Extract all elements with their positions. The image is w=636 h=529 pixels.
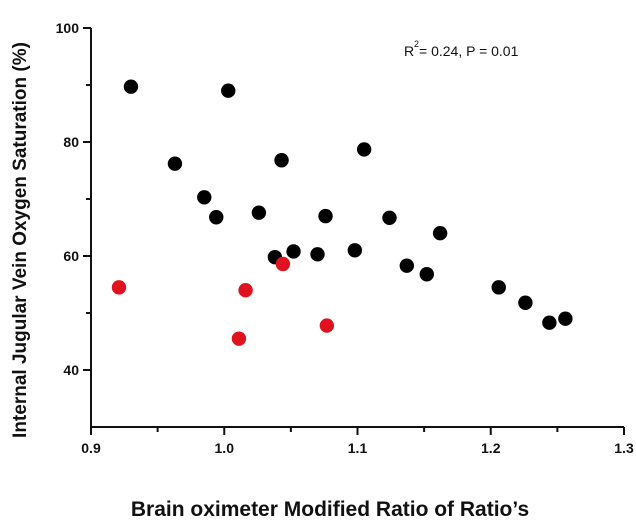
data-point-red: [111, 280, 127, 295]
data-point-black: [382, 210, 397, 226]
data-point-black: [286, 244, 301, 259]
data-point-black: [356, 142, 372, 157]
data-point-black: [432, 226, 448, 241]
data-point-red: [319, 318, 335, 333]
x-tick-label: 1.1: [348, 440, 368, 456]
data-point-black: [542, 315, 557, 330]
data-point-black: [347, 243, 363, 258]
axes: 40 60 80 100 0.9 1.0 1.1 1.2 1.3: [56, 20, 634, 456]
y-tick-label: 100: [56, 20, 80, 36]
x-tick-label: 1.3: [614, 440, 634, 456]
y-tick-label: 80: [63, 134, 79, 150]
data-point-black: [419, 267, 434, 282]
x-tick-label: 0.9: [81, 440, 101, 456]
y-axis-title: Internal Jugular Vein Oxygen Saturation …: [10, 42, 31, 438]
annotation-r-label: R: [404, 43, 414, 59]
data-point-black: [399, 258, 415, 273]
data-point-black: [518, 295, 533, 310]
stats-annotation: R 2 = 0.24, P = 0.01: [404, 39, 519, 59]
data-point-black: [491, 280, 506, 295]
x-tick-label: 1.0: [215, 440, 235, 456]
data-point-black: [251, 205, 267, 220]
data-point-black: [123, 79, 139, 94]
x-axis-title: Brain oximeter Modified Ratio of Ratio’s: [131, 498, 529, 521]
data-point-black: [558, 311, 573, 326]
data-point-red: [275, 256, 291, 272]
y-tick-label: 60: [63, 248, 79, 264]
x-tick-label: 1.2: [481, 440, 501, 456]
data-point-red: [238, 283, 253, 298]
data-point-black: [318, 208, 333, 224]
data-point-black: [209, 210, 224, 225]
data-point-black: [310, 247, 325, 262]
data-point-black: [274, 153, 289, 168]
data-point-black: [221, 83, 236, 98]
data-point-black: [197, 190, 212, 205]
data-point-red: [231, 331, 247, 346]
annotation-stats-text: = 0.24, P = 0.01: [419, 43, 519, 59]
data-point-black: [167, 156, 183, 171]
y-tick-label: 40: [63, 362, 79, 378]
data-points: [111, 79, 573, 346]
annotation-r-superscript: 2: [414, 39, 419, 49]
